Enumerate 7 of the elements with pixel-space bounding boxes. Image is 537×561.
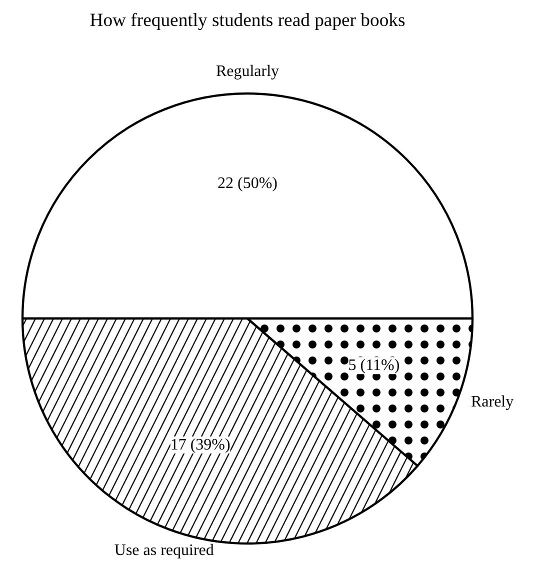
data-label: 17 (39%) xyxy=(170,436,230,454)
slice-label: Regularly xyxy=(216,63,280,80)
slice-label: Rarely xyxy=(470,393,514,410)
data-label: 22 (50%) xyxy=(218,175,278,192)
slice-label: Use as required xyxy=(114,542,214,559)
data-label: 5 (11%) xyxy=(348,357,400,374)
chart-title: How frequently students read paper books xyxy=(90,10,406,31)
